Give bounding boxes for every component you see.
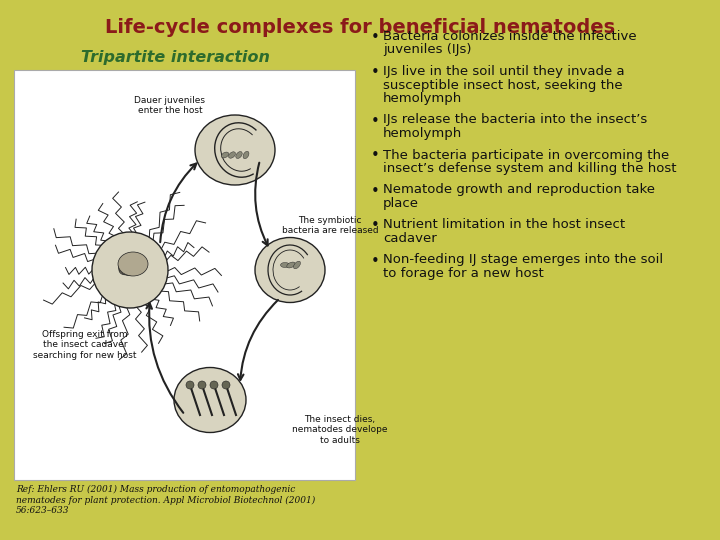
- Ellipse shape: [243, 151, 249, 159]
- Text: Nematode growth and reproduction take: Nematode growth and reproduction take: [383, 184, 655, 197]
- Ellipse shape: [221, 152, 229, 158]
- Text: •: •: [371, 219, 379, 233]
- Text: juveniles (IJs): juveniles (IJs): [383, 44, 472, 57]
- Ellipse shape: [255, 238, 325, 302]
- Text: hemolymph: hemolymph: [383, 92, 462, 105]
- Text: •: •: [371, 113, 379, 129]
- Text: Life-cycle complexes for beneficial nematodes: Life-cycle complexes for beneficial nema…: [105, 18, 615, 37]
- Text: The symbiotic
bacteria are released: The symbiotic bacteria are released: [282, 215, 378, 235]
- Text: to forage for a new host: to forage for a new host: [383, 267, 544, 280]
- Text: Ref: Ehlers RU (2001) Mass production of entomopathogenic
nematodes for plant pr: Ref: Ehlers RU (2001) Mass production of…: [16, 485, 315, 515]
- Ellipse shape: [119, 259, 140, 275]
- Text: The insect dies,
nematodes develope
to adults: The insect dies, nematodes develope to a…: [292, 415, 388, 445]
- Text: cadaver: cadaver: [383, 232, 437, 245]
- Text: Tripartite interaction: Tripartite interaction: [81, 50, 269, 65]
- Text: •: •: [371, 30, 379, 45]
- Ellipse shape: [294, 261, 300, 269]
- Ellipse shape: [287, 262, 295, 268]
- Text: Nutrient limitation in the host insect: Nutrient limitation in the host insect: [383, 219, 625, 232]
- FancyBboxPatch shape: [14, 70, 355, 480]
- Ellipse shape: [92, 232, 168, 308]
- Text: •: •: [371, 65, 379, 80]
- Ellipse shape: [119, 265, 131, 275]
- Ellipse shape: [281, 262, 289, 267]
- Text: place: place: [383, 197, 419, 210]
- Ellipse shape: [118, 252, 148, 276]
- Text: Bacteria colonizes inside the infective: Bacteria colonizes inside the infective: [383, 30, 636, 43]
- Text: IJs live in the soil until they invade a: IJs live in the soil until they invade a: [383, 65, 625, 78]
- Text: •: •: [371, 148, 379, 164]
- Ellipse shape: [195, 115, 275, 185]
- Text: insect’s defense system and killing the host: insect’s defense system and killing the …: [383, 162, 677, 175]
- Text: IJs release the bacteria into the insect’s: IJs release the bacteria into the insect…: [383, 113, 647, 126]
- Ellipse shape: [174, 368, 246, 433]
- Text: Dauer juveniles
enter the host: Dauer juveniles enter the host: [135, 96, 205, 115]
- Text: Offspring exit from
the insect cadaver
searching for new host: Offspring exit from the insect cadaver s…: [33, 330, 137, 360]
- Ellipse shape: [235, 152, 242, 158]
- Text: hemolymph: hemolymph: [383, 127, 462, 140]
- Ellipse shape: [198, 381, 206, 389]
- Text: The bacteria participate in overcoming the: The bacteria participate in overcoming t…: [383, 148, 670, 161]
- Ellipse shape: [222, 381, 230, 389]
- Ellipse shape: [228, 152, 235, 158]
- Ellipse shape: [210, 381, 218, 389]
- Text: •: •: [371, 253, 379, 268]
- Ellipse shape: [186, 381, 194, 389]
- Text: Non-feeding IJ stage emerges into the soil: Non-feeding IJ stage emerges into the so…: [383, 253, 663, 267]
- Text: •: •: [371, 184, 379, 199]
- Text: susceptible insect host, seeking the: susceptible insect host, seeking the: [383, 78, 623, 91]
